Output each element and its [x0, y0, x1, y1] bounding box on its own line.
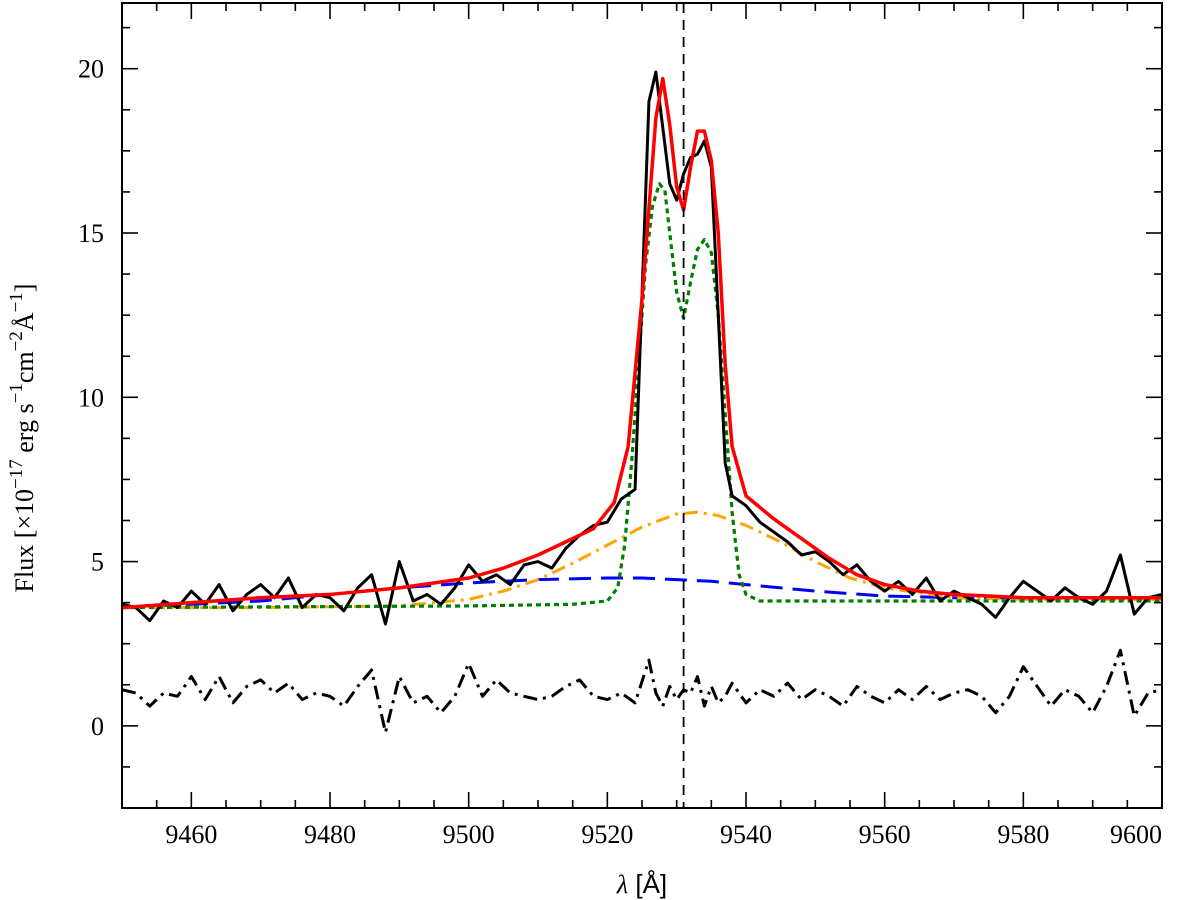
tick-labels: 9460 9480 9500 9520 9540 9560 9580 9600 0 5 10 15 20 — [78, 55, 1162, 849]
y-axis-label-exp1: −17 — [6, 459, 27, 489]
y-tick-label: 0 — [91, 712, 104, 741]
y-axis-label-exp4: −1 — [6, 292, 27, 312]
x-axis-symbol: λ — [616, 870, 628, 899]
axis-ticks — [121, 3, 1163, 809]
y-axis-label-post: ] — [10, 284, 39, 293]
x-tick-label: 9500 — [443, 820, 495, 849]
y-axis-label-mid2: cm — [10, 351, 39, 383]
x-tick-label: 9480 — [304, 820, 356, 849]
y-axis-label-mid3: Å — [10, 312, 39, 331]
series-line-residual — [122, 648, 1162, 734]
y-tick-label: 5 — [91, 548, 104, 577]
x-axis-label: λ [Å] — [616, 869, 667, 899]
y-tick-label: 15 — [78, 219, 104, 248]
series-line-total-fit — [122, 76, 1162, 610]
y-axis-label-exp2: −1 — [6, 383, 27, 403]
y-axis-label-mid1: erg s — [10, 403, 39, 459]
y-tick-label: 10 — [78, 383, 104, 412]
y-axis-label-exp3: −2 — [6, 331, 27, 351]
y-axis-label-pre: Flux [×10 — [10, 489, 39, 593]
series-line-narrow-components — [122, 182, 1162, 610]
y-tick-label: 20 — [78, 55, 104, 84]
x-axis-unit: [Å] — [628, 869, 667, 899]
x-tick-label: 9560 — [859, 820, 911, 849]
y-axis-label: Flux [×10−17 erg s−1cm−2Å−1] — [6, 284, 39, 593]
x-tick-label: 9520 — [581, 820, 633, 849]
x-tick-label: 9460 — [165, 820, 217, 849]
x-tick-label: 9580 — [997, 820, 1049, 849]
plot-frame — [121, 2, 1163, 809]
series-line-observed — [122, 70, 1162, 626]
x-tick-label: 9540 — [720, 820, 772, 849]
x-tick-label: 9600 — [1110, 820, 1162, 849]
series-layer — [122, 70, 1162, 734]
